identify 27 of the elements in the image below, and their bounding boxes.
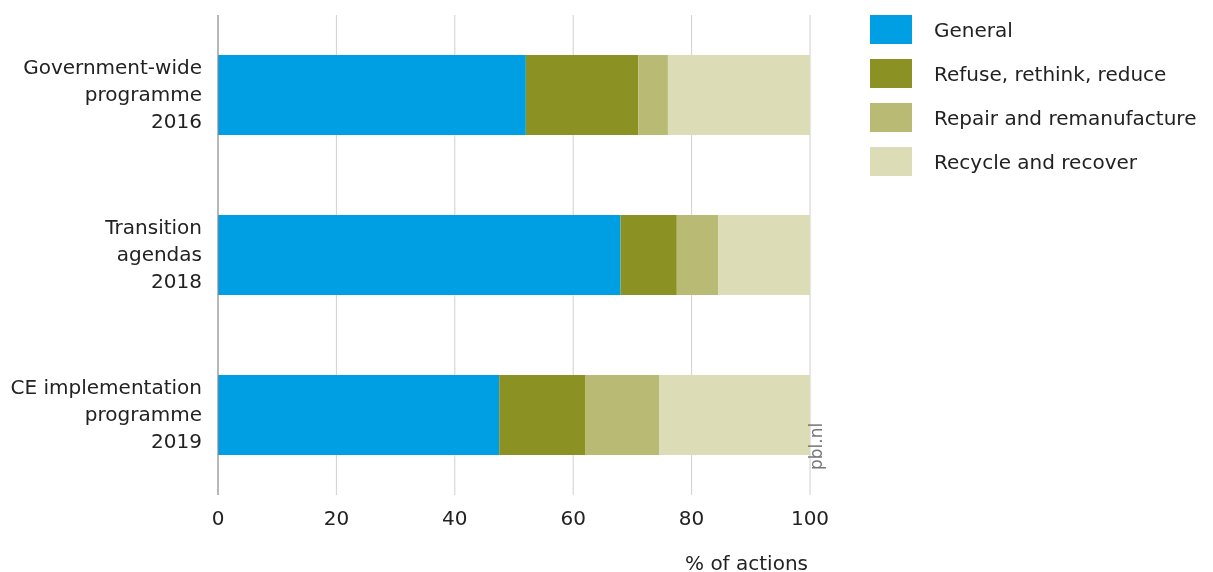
legend-label: Recycle and recover bbox=[934, 149, 1138, 174]
x-tick-label: 20 bbox=[323, 506, 350, 531]
x-tick-label: 40 bbox=[442, 506, 468, 531]
bar bbox=[218, 375, 500, 455]
bar bbox=[676, 215, 719, 295]
bar bbox=[659, 375, 810, 455]
bar bbox=[525, 55, 639, 135]
y-tick-label: CE implementation programme 2019 bbox=[10, 374, 202, 453]
bar bbox=[667, 55, 810, 135]
bar bbox=[585, 375, 660, 455]
x-tick-label: 60 bbox=[560, 506, 586, 531]
legend-label: Refuse, rethink, reduce bbox=[934, 61, 1167, 86]
bar bbox=[218, 215, 621, 295]
y-tick-label: Transition agendas 2018 bbox=[104, 214, 202, 293]
x-tick-label: 0 bbox=[211, 506, 225, 531]
x-tick-label: 100 bbox=[790, 506, 830, 531]
bar bbox=[718, 215, 810, 295]
bar bbox=[218, 55, 526, 135]
legend-label: General bbox=[934, 17, 1013, 42]
bar bbox=[499, 375, 586, 455]
x-axis-title: % of actions bbox=[685, 551, 808, 572]
bar bbox=[638, 55, 668, 135]
x-tick-label: 80 bbox=[678, 506, 705, 531]
legend-label: Repair and remanufacture bbox=[934, 105, 1197, 130]
bar bbox=[620, 215, 677, 295]
annotation: pbl.nl bbox=[806, 422, 826, 470]
y-tick-label: Government-wide programme 2016 bbox=[23, 54, 202, 133]
